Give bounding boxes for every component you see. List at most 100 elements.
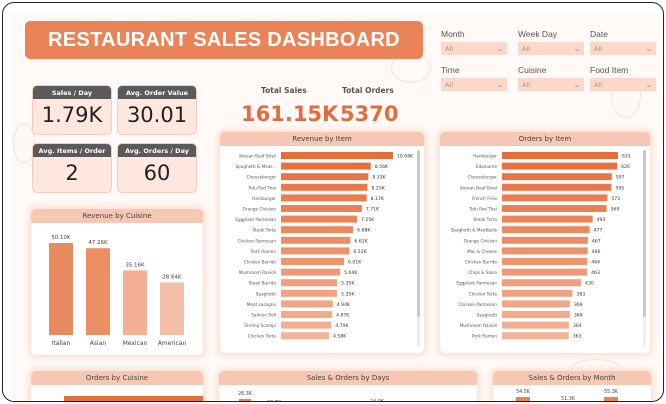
y-tick-label: Mushroom Ravioli xyxy=(239,270,276,275)
item-bar xyxy=(281,152,393,159)
data-label: 4.79K xyxy=(335,323,349,329)
item-bar xyxy=(281,289,338,297)
y-tick-label: Meat Lasagna xyxy=(247,302,277,307)
total-orders-value: 5370 xyxy=(340,102,399,126)
item-bar xyxy=(502,247,588,255)
filter-dropdown[interactable]: All ⌄ xyxy=(441,42,507,55)
y-tick-label: Shrimp Scampi xyxy=(244,323,276,328)
y-tick-label: Steak Torta xyxy=(252,228,276,233)
x-tick-label: Asian xyxy=(90,340,107,347)
scrollbar-thumb[interactable] xyxy=(417,150,420,318)
total-sales-value: 161.15K xyxy=(241,102,339,126)
item-bar xyxy=(502,268,588,276)
data-label: 23.5K xyxy=(436,401,451,402)
data-label: 573 xyxy=(611,196,620,202)
y-tick-label: Salmon Roll xyxy=(251,313,276,318)
scrollbar[interactable] xyxy=(417,150,420,347)
filter-dropdown[interactable]: All ⌄ xyxy=(441,78,507,91)
chart-title: Sales & Orders by Days xyxy=(219,371,477,385)
kpi-value: 2 xyxy=(65,161,79,185)
y-tick-label: Korean Beef Bowl xyxy=(239,154,276,159)
kpi-label: Avg. Order Value xyxy=(118,86,196,99)
data-label: 631 xyxy=(622,154,631,160)
item-bar xyxy=(502,300,570,308)
scrollbar[interactable] xyxy=(643,150,646,347)
data-label: 466 xyxy=(592,249,601,255)
sales-orders-by-month-chart: 54.5K 51.3K 55.3K xyxy=(516,389,619,401)
y-tick-label: Steak Torta xyxy=(473,217,497,222)
data-label: 5.35K xyxy=(341,281,355,287)
y-tick-label: French Fries xyxy=(472,196,497,201)
item-bar xyxy=(281,236,351,244)
data-label: 4.58K xyxy=(333,334,347,340)
chart-title: Revenue by Cuisine xyxy=(31,209,203,223)
orders-by-cuisine-card: Orders by Cuisine xyxy=(31,371,203,401)
y-tick-label: Hamburger xyxy=(252,196,276,201)
y-tick-label: Edamame xyxy=(476,164,498,169)
y-tick-label: Spaghetti xyxy=(256,291,276,296)
item-bar xyxy=(281,226,354,234)
month-bar xyxy=(604,397,618,401)
data-label: 8.56K xyxy=(375,164,389,170)
background-doodle xyxy=(611,73,641,118)
data-label: 430 xyxy=(585,281,594,287)
y-tick-label: Spaghetti & Meatballs xyxy=(451,228,497,233)
filter-cuisine[interactable]: Cuisine All ⌄ xyxy=(518,65,584,91)
revenue-by-cuisine-card: Revenue by Cuisine 50.10K Italian 47.26K As… xyxy=(31,209,203,355)
sales-orders-by-days-card: Sales & Orders by Days 26.3K 23.8K 24.0K 23… xyxy=(219,371,477,402)
data-label: 5.35K xyxy=(341,291,355,297)
y-tick-label: Chips & Salsa xyxy=(468,270,497,275)
filter-label: Date xyxy=(590,29,608,39)
x-tick-label: American xyxy=(158,340,187,347)
data-label: 55.3K xyxy=(604,389,619,395)
data-label: 28.64K xyxy=(162,274,182,280)
revenue-by-item-chart: Korean Beef Bowl 10.68K Spaghetti & Meat..… xyxy=(235,152,414,340)
kpi-label: Avg. Items / Order xyxy=(33,144,111,157)
data-label: 493 xyxy=(597,217,606,223)
x-tick-label: Italian xyxy=(52,340,71,347)
filter-week-day[interactable]: Week Day All ⌄ xyxy=(518,29,584,55)
data-label: 467 xyxy=(592,238,601,244)
y-tick-label: Orange Chicken xyxy=(243,207,277,212)
month-bar xyxy=(516,397,530,401)
data-label: 5.64K xyxy=(344,270,358,276)
item-bar xyxy=(281,215,358,223)
filter-date[interactable]: Date All ⌄ xyxy=(590,29,656,55)
data-label: 595 xyxy=(615,185,624,191)
item-bar xyxy=(502,173,612,181)
kpi-value: 60 xyxy=(143,161,171,185)
item-bar xyxy=(502,162,618,170)
filter-dropdown[interactable]: All ⌄ xyxy=(518,78,584,91)
filter-month[interactable]: Month All ⌄ xyxy=(441,29,507,55)
data-label: 369 xyxy=(574,313,583,319)
data-label: 8.25K xyxy=(372,185,386,191)
filter-food-item[interactable]: Food Item All ⌄ xyxy=(590,65,656,91)
data-label: 50.10K xyxy=(51,235,71,241)
filter-dropdown[interactable]: All ⌄ xyxy=(590,42,656,55)
y-tick-label: Spaghetti xyxy=(477,313,497,318)
item-bar xyxy=(281,311,333,318)
filter-value: All xyxy=(445,44,454,53)
chevron-down-icon: ⌄ xyxy=(495,44,505,53)
filter-dropdown[interactable]: All ⌄ xyxy=(518,42,584,55)
cuisine-bar xyxy=(49,243,73,335)
data-label: 10.68K xyxy=(397,154,414,160)
filter-value: All xyxy=(522,80,531,89)
data-label: 8.17K xyxy=(371,196,385,202)
item-bar xyxy=(281,162,371,170)
y-tick-label: Pork Ramen xyxy=(472,334,497,339)
revenue-by-cuisine-chart: 50.10K Italian 47.26K Asian 35.16K Mexican 28.… xyxy=(49,235,187,347)
y-tick-label: Orange Chicken xyxy=(464,238,498,243)
item-bar xyxy=(502,183,612,191)
filter-dropdown[interactable]: All ⌄ xyxy=(590,78,656,91)
total-orders-label: Total Orders xyxy=(342,86,394,95)
scrollbar-thumb[interactable] xyxy=(643,150,646,318)
y-tick-label: Mushroom Ravioli xyxy=(460,323,497,328)
data-label: 6.01K xyxy=(348,260,362,266)
item-bar xyxy=(502,258,588,265)
filter-value: All xyxy=(522,44,531,53)
filter-time[interactable]: Time All ⌄ xyxy=(441,65,507,91)
y-tick-label: Steak Burrito xyxy=(249,281,277,286)
item-bar xyxy=(502,194,608,202)
